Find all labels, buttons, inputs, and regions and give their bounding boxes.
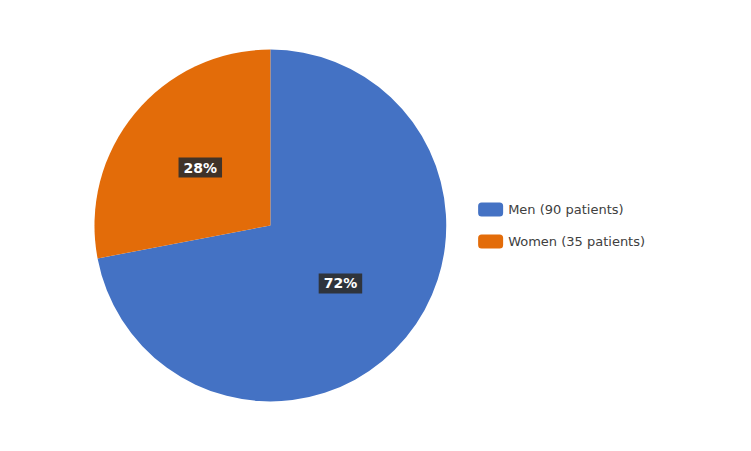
svg-text:72%: 72%: [324, 275, 358, 291]
svg-text:Men (90 patients): Men (90 patients): [508, 202, 623, 217]
svg-text:28%: 28%: [184, 160, 218, 176]
svg-text:Women (35 patients): Women (35 patients): [508, 234, 645, 249]
